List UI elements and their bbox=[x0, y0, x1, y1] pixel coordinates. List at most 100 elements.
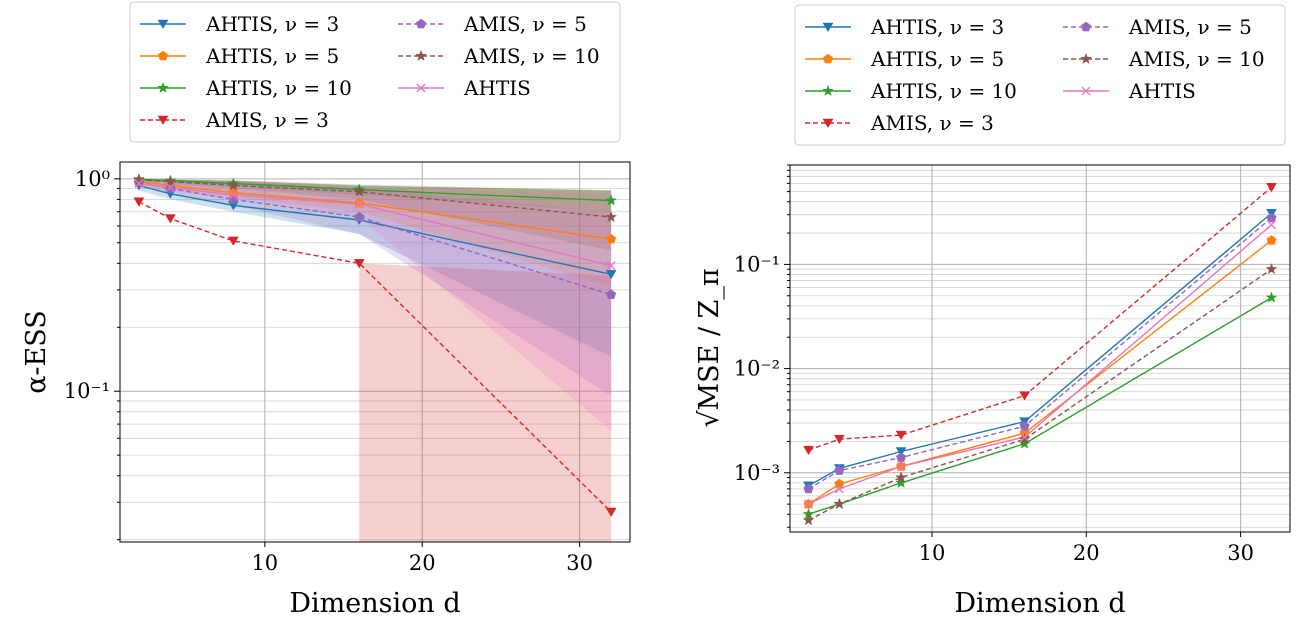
x-tick-label: 20 bbox=[1073, 541, 1100, 565]
legend-label: AHTIS, ν = 5 bbox=[205, 44, 339, 68]
legend-label: AHTIS, ν = 3 bbox=[205, 12, 339, 36]
line-amis10 bbox=[808, 268, 1272, 521]
legend-label: AMIS, ν = 3 bbox=[205, 108, 329, 132]
marker-amis5 bbox=[354, 211, 365, 222]
marker-amis3 bbox=[227, 236, 239, 246]
line-amis10 bbox=[138, 179, 612, 218]
line-amis5 bbox=[808, 217, 1272, 490]
marker-amis3 bbox=[1266, 183, 1277, 193]
marker-ahtis3 bbox=[895, 447, 907, 457]
x-axis-label: Dimension d bbox=[289, 588, 460, 619]
legend-item-ahtis3: AHTIS, ν = 3 bbox=[805, 15, 1004, 39]
series-markers bbox=[802, 183, 1278, 526]
marker-ahtis bbox=[354, 199, 364, 209]
legend-label: AMIS, ν = 10 bbox=[463, 44, 600, 68]
marker-amis10 bbox=[164, 175, 177, 187]
legend: AHTIS, ν = 3 AHTIS, ν = 5 AHTIS, ν = 10 AMI… bbox=[794, 4, 1286, 146]
legend-item-amis10: AMIS, ν = 10 bbox=[398, 44, 600, 68]
y-tick-label: 10⁰ bbox=[75, 167, 110, 191]
legend-swatch-marker bbox=[157, 19, 169, 29]
legend-swatch-marker bbox=[416, 83, 426, 93]
line-ahtis3 bbox=[808, 212, 1272, 487]
line-amis3 bbox=[808, 186, 1272, 451]
legend-frame bbox=[129, 1, 621, 143]
marker-ahtis10 bbox=[605, 194, 618, 206]
marker-amis3 bbox=[803, 445, 814, 456]
chart-alpha-ess: 10 20 30 10⁰ 10⁻¹ Dimension d α-ESS AHTIS, ν = … bbox=[21, 1, 631, 619]
plot-frame bbox=[789, 164, 1291, 533]
y-axis-label: α-ESS bbox=[21, 310, 52, 394]
legend-label: AMIS, ν = 5 bbox=[463, 12, 587, 36]
y-axis-label: √MSE / Z_π bbox=[694, 268, 725, 427]
legend-item-ahtis: AHTIS bbox=[398, 76, 531, 100]
legend-item-ahtis3: AHTIS, ν = 3 bbox=[140, 12, 339, 36]
marker-ahtis bbox=[134, 179, 144, 189]
band-ahtis5 bbox=[138, 179, 612, 287]
marker-amis5 bbox=[803, 483, 814, 494]
marker-amis10 bbox=[1018, 432, 1031, 445]
legend-swatch-marker bbox=[822, 53, 834, 64]
marker-amis10 bbox=[227, 179, 240, 191]
x-ticks: 10 20 30 bbox=[251, 542, 593, 575]
legend-label: AMIS, ν = 3 bbox=[870, 111, 994, 135]
marker-ahtis10 bbox=[1265, 291, 1278, 303]
marker-amis10 bbox=[1265, 262, 1278, 275]
marker-amis10 bbox=[802, 514, 815, 526]
marker-amis3 bbox=[895, 430, 907, 441]
line-amis3 bbox=[138, 201, 612, 513]
x-ticks: 10 20 30 bbox=[919, 532, 1254, 565]
marker-amis3 bbox=[133, 197, 145, 207]
band-ahtis10 bbox=[138, 178, 612, 212]
legend-item-ahtis5: AHTIS, ν = 5 bbox=[805, 47, 1004, 71]
legend-item-amis5: AMIS, ν = 5 bbox=[398, 12, 587, 36]
chart-root-mse: 10 20 30 10⁻³ 10⁻² 10⁻¹ Dimension d √MSE / Z_π A… bbox=[694, 4, 1291, 619]
marker-ahtis bbox=[606, 261, 616, 271]
band-ahtis3 bbox=[138, 179, 612, 357]
marker-ahtis10 bbox=[1018, 437, 1031, 449]
marker-ahtis bbox=[804, 499, 814, 509]
marker-amis5 bbox=[606, 289, 617, 299]
marker-amis5 bbox=[896, 452, 907, 462]
marker-amis3 bbox=[164, 214, 176, 224]
legend-label: AHTIS, ν = 5 bbox=[870, 47, 1004, 71]
y-tick-label: 10⁻¹ bbox=[64, 379, 110, 403]
marker-amis10 bbox=[833, 497, 846, 510]
marker-ahtis10 bbox=[895, 476, 908, 488]
legend-item-amis5: AMIS, ν = 5 bbox=[1063, 15, 1252, 39]
marker-ahtis5 bbox=[1266, 235, 1277, 245]
legend-item-amis3: AMIS, ν = 3 bbox=[805, 111, 994, 135]
line-ahtis10 bbox=[808, 296, 1272, 515]
legend-label: AHTIS, ν = 10 bbox=[205, 76, 352, 100]
legend-frame bbox=[794, 4, 1286, 146]
marker-amis3 bbox=[353, 259, 365, 269]
marker-amis3 bbox=[1019, 391, 1031, 401]
legend-item-ahtis5: AHTIS, ν = 5 bbox=[140, 44, 339, 68]
legend-swatch-marker bbox=[1080, 52, 1092, 65]
marker-amis10 bbox=[895, 471, 908, 483]
marker-ahtis5 bbox=[834, 478, 845, 489]
plot-frame bbox=[119, 161, 631, 543]
x-axis-label: Dimension d bbox=[954, 588, 1125, 619]
y-tick-label: 10⁻¹ bbox=[734, 252, 780, 276]
x-tick-label: 30 bbox=[566, 551, 593, 575]
confidence-bands bbox=[138, 178, 612, 542]
legend-item-ahtis10: AHTIS, ν = 10 bbox=[805, 79, 1017, 103]
legend-swatch-marker bbox=[822, 118, 834, 128]
x-tick-label: 10 bbox=[919, 541, 946, 565]
legend-label: AHTIS bbox=[463, 76, 531, 100]
marker-ahtis bbox=[896, 461, 906, 471]
marker-ahtis bbox=[1020, 432, 1030, 442]
series-lines bbox=[808, 186, 1272, 521]
band-amis10 bbox=[138, 178, 612, 251]
series-markers bbox=[132, 173, 618, 517]
legend-item-ahtis: AHTIS bbox=[1063, 79, 1196, 103]
legend-swatch-marker bbox=[822, 84, 834, 97]
marker-amis10 bbox=[605, 210, 618, 223]
band-ahtis bbox=[138, 179, 612, 431]
marker-amis10 bbox=[353, 185, 366, 197]
marker-amis3 bbox=[833, 434, 845, 445]
marker-ahtis bbox=[1266, 220, 1276, 230]
line-ahtis5 bbox=[808, 239, 1272, 505]
marker-amis5 bbox=[834, 465, 845, 475]
